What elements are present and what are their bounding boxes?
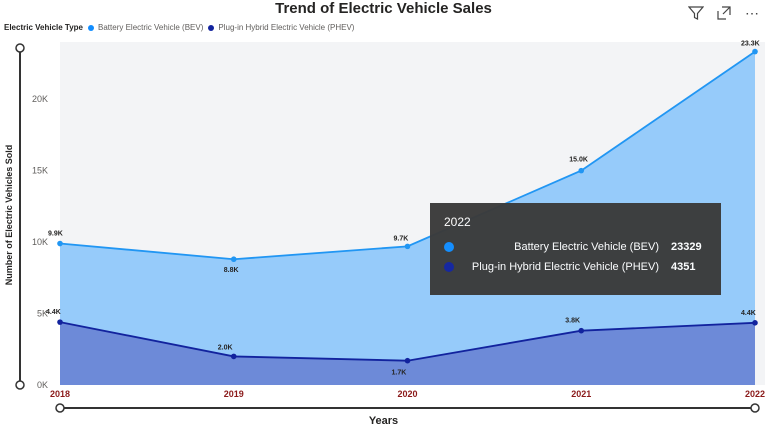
point-phev-2018[interactable] xyxy=(57,319,63,325)
focus-mode-icon[interactable] xyxy=(715,4,733,22)
chart-title: Trend of Electric Vehicle Sales xyxy=(275,0,492,17)
data-label-bev-2019: 8.8K xyxy=(224,267,239,274)
data-label-phev-2019: 2.0K xyxy=(218,344,233,351)
data-label-phev-2022: 4.4K xyxy=(741,310,756,317)
x-axis-label: Years xyxy=(368,415,399,427)
point-bev-2020[interactable] xyxy=(404,243,411,250)
x-tick-label-2020: 2020 xyxy=(397,389,417,399)
tooltip-name-phev: Plug-in Hybrid Electric Vehicle (PHEV) xyxy=(471,261,659,273)
point-bev-2022[interactable] xyxy=(752,48,758,55)
point-phev-2021[interactable] xyxy=(578,327,585,334)
data-label-bev-2018: 9.9K xyxy=(48,231,63,238)
tooltip-row-bev: Battery Electric Vehicle (BEV) 23329 xyxy=(444,237,707,257)
tooltip-dot-phev xyxy=(444,262,454,272)
point-phev-2020[interactable] xyxy=(404,357,411,364)
x-slider-handle-right[interactable] xyxy=(750,403,760,413)
legend: Electric Vehicle Type Battery Electric V… xyxy=(4,23,354,32)
x-tick-label-2022: 2022 xyxy=(745,389,765,399)
point-phev-2022[interactable] xyxy=(752,320,758,326)
x-tick-label-2021: 2021 xyxy=(571,389,591,399)
y-slider-handle-bottom[interactable] xyxy=(15,380,25,390)
x-tick-label-2019: 2019 xyxy=(224,389,244,399)
visual-header-toolbar: ⋯ xyxy=(687,4,761,22)
data-label-bev-2021: 15.0K xyxy=(569,157,588,164)
y-tick-label: 5K xyxy=(37,309,48,319)
y-slider-handle-top[interactable] xyxy=(15,43,25,53)
x-tick-label-2018: 2018 xyxy=(50,389,70,399)
y-tick-label: 10K xyxy=(32,237,48,247)
tooltip-name-bev: Battery Electric Vehicle (BEV) xyxy=(514,241,659,253)
data-label-phev-2020: 1.7K xyxy=(392,370,407,377)
y-axis-label: Number of Electric Vehicles Sold xyxy=(4,145,14,286)
y-axis-label-text: Number of Electric Vehicles Sold xyxy=(4,144,14,286)
point-bev-2021[interactable] xyxy=(578,167,585,174)
tooltip-dot-bev xyxy=(444,242,454,252)
legend-item-phev[interactable]: Plug-in Hybrid Electric Vehicle (PHEV) xyxy=(218,23,355,32)
filter-icon[interactable] xyxy=(687,4,705,22)
x-slider-handle-left[interactable] xyxy=(55,403,65,413)
data-label-bev-2022: 23.3K xyxy=(741,41,760,48)
legend-dot-bev xyxy=(88,24,95,31)
more-options-icon[interactable]: ⋯ xyxy=(745,4,759,21)
data-tooltip: 2022 Battery Electric Vehicle (BEV) 2332… xyxy=(430,203,721,295)
tooltip-value-phev: 4351 xyxy=(671,261,696,273)
legend-item-bev[interactable]: Battery Electric Vehicle (BEV) xyxy=(98,23,204,32)
data-label-bev-2020: 9.7K xyxy=(394,235,409,242)
point-phev-2019[interactable] xyxy=(230,353,237,360)
point-bev-2018[interactable] xyxy=(57,240,63,247)
tooltip-row-phev: Plug-in Hybrid Electric Vehicle (PHEV) 4… xyxy=(444,257,707,277)
legend-title: Electric Vehicle Type xyxy=(4,23,84,32)
legend-dot-phev xyxy=(208,24,215,31)
area-phev xyxy=(60,322,755,385)
y-tick-label: 0K xyxy=(37,380,48,390)
tooltip-header: 2022 xyxy=(444,215,471,229)
y-tick-label: 20K xyxy=(32,94,48,104)
tooltip-value-bev: 23329 xyxy=(671,241,702,253)
point-bev-2019[interactable] xyxy=(230,256,237,263)
data-label-phev-2021: 3.8K xyxy=(565,318,580,325)
y-tick-label: 15K xyxy=(32,166,48,176)
data-label-phev-2018: 4.4K xyxy=(46,309,61,316)
area-bev xyxy=(60,51,755,385)
